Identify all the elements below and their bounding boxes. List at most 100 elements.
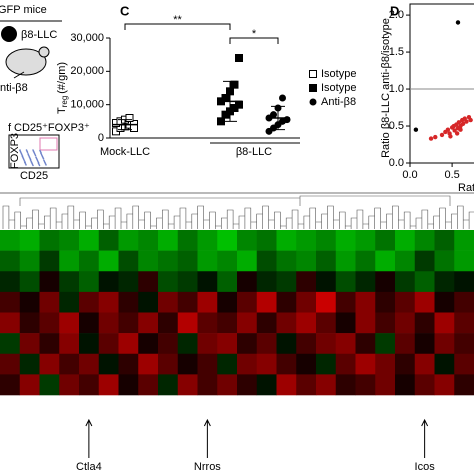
heatmap-cell: [217, 353, 238, 375]
significance-label: **: [173, 14, 182, 26]
heatmap-cell: [375, 312, 396, 334]
heatmap-cell: [454, 353, 474, 375]
heatmap-cell: [0, 271, 21, 293]
heatmap-cell: [395, 230, 416, 251]
heatmap-cell: [355, 291, 376, 313]
heatmap-cell: [296, 271, 317, 293]
heatmap-cell: [0, 230, 21, 251]
heatmap-cell: [434, 250, 455, 272]
point: [428, 136, 434, 141]
heatmap-cell: [434, 312, 455, 334]
heatmap-cell: [98, 250, 119, 272]
heatmap-cell: [316, 271, 337, 293]
heatmap-cell: [79, 271, 100, 293]
heatmap-cell: [256, 312, 277, 334]
heatmap-cell: [0, 333, 21, 355]
heatmap-cell: [59, 312, 80, 334]
heatmap-cell: [395, 374, 416, 396]
heatmap-cell: [256, 291, 277, 313]
flow-dot: [40, 152, 42, 155]
heatmap-cell: [19, 291, 40, 313]
mouse-icon: [5, 48, 47, 76]
heatmap-cell: [118, 353, 139, 375]
heatmap-cell: [177, 250, 198, 272]
heatmap-cell: [39, 312, 60, 334]
y-tick-label: 1.0: [389, 83, 404, 95]
heatmap-cell: [414, 250, 435, 272]
legend-label: Isotype: [321, 82, 356, 94]
heatmap-cell: [355, 250, 376, 272]
heatmap-cell: [98, 374, 119, 396]
heatmap-cell: [118, 374, 139, 396]
heatmap-cell: [118, 230, 139, 251]
heatmap-cell: [256, 353, 277, 375]
panel-edge: f: [8, 122, 12, 134]
heatmap-cell: [335, 291, 356, 313]
heatmap-cell: [276, 291, 297, 313]
mouse-title: GFP mice: [0, 4, 47, 16]
heatmap-cell: [395, 271, 416, 293]
heatmap-cell: [316, 291, 337, 313]
heatmap-cell: [79, 312, 100, 334]
tumor-label: β8-LLC: [21, 29, 57, 41]
heatmap-cell: [79, 353, 100, 375]
legend-marker: [309, 98, 317, 106]
heatmap-cell: [39, 374, 60, 396]
heatmap-cell: [98, 271, 119, 293]
flow-dot: [35, 156, 37, 158]
y-axis-label: Ratio β8-LLC anti-β8/isotype: [380, 18, 392, 158]
heatmap-cell: [335, 333, 356, 355]
heatmap-cell: [59, 374, 80, 396]
point: [270, 111, 277, 119]
heatmap-cell: [454, 374, 474, 396]
point: [439, 132, 445, 138]
heatmap-cell: [118, 291, 139, 313]
heatmap-cell: [98, 312, 119, 334]
heatmap-cell: [434, 271, 455, 293]
heatmap-cell: [197, 312, 218, 334]
heatmap-cell: [138, 250, 159, 272]
point: [458, 127, 463, 132]
heatmap-cell: [158, 250, 179, 272]
heatmap-cell: [237, 291, 258, 313]
point: [230, 80, 239, 89]
annotation-arrow: [203, 418, 211, 458]
heatmap-cell: [138, 230, 159, 251]
heatmap-cell: [434, 333, 455, 355]
significance-label: *: [252, 28, 257, 40]
heatmap-cell: [256, 374, 277, 396]
dendrogram: [2, 195, 474, 229]
heatmap-cell: [414, 230, 435, 251]
heatmap-cell: [19, 250, 40, 272]
heatmap-cell: [355, 353, 376, 375]
point: [433, 134, 438, 140]
heatmap-cell: [454, 312, 474, 334]
heatmap-cell: [217, 250, 238, 272]
flow-dot: [25, 149, 28, 151]
heatmap-cell: [237, 230, 258, 251]
y-axis-label: Treg (#/gm): [56, 62, 69, 114]
heatmap-cell: [316, 374, 337, 396]
heatmap-cell: [39, 271, 60, 293]
heatmap-cell: [237, 374, 258, 396]
point: [283, 116, 291, 124]
heatmap-cell: [39, 333, 60, 355]
heatmap-cell: [414, 353, 435, 375]
heatmap-cell: [0, 291, 21, 313]
y-tick-label: 30,000: [70, 32, 104, 44]
heatmap-cell: [335, 312, 356, 334]
heatmap-cell: [434, 230, 455, 251]
heatmap-cell: [296, 291, 317, 313]
flow-gate: [39, 137, 58, 151]
flow-dot: [32, 149, 34, 151]
heatmap-cell: [177, 312, 198, 334]
heatmap-cell: [276, 333, 297, 355]
annotation-label: Icos: [415, 461, 436, 473]
point: [455, 20, 461, 25]
heatmap-cell: [316, 353, 337, 375]
heatmap-cell: [395, 250, 416, 272]
heatmap-cell: [98, 333, 119, 355]
heatmap-cell: [217, 312, 238, 334]
plot-frame: [409, 3, 474, 164]
y-label-unit: (#/gm): [56, 62, 68, 94]
